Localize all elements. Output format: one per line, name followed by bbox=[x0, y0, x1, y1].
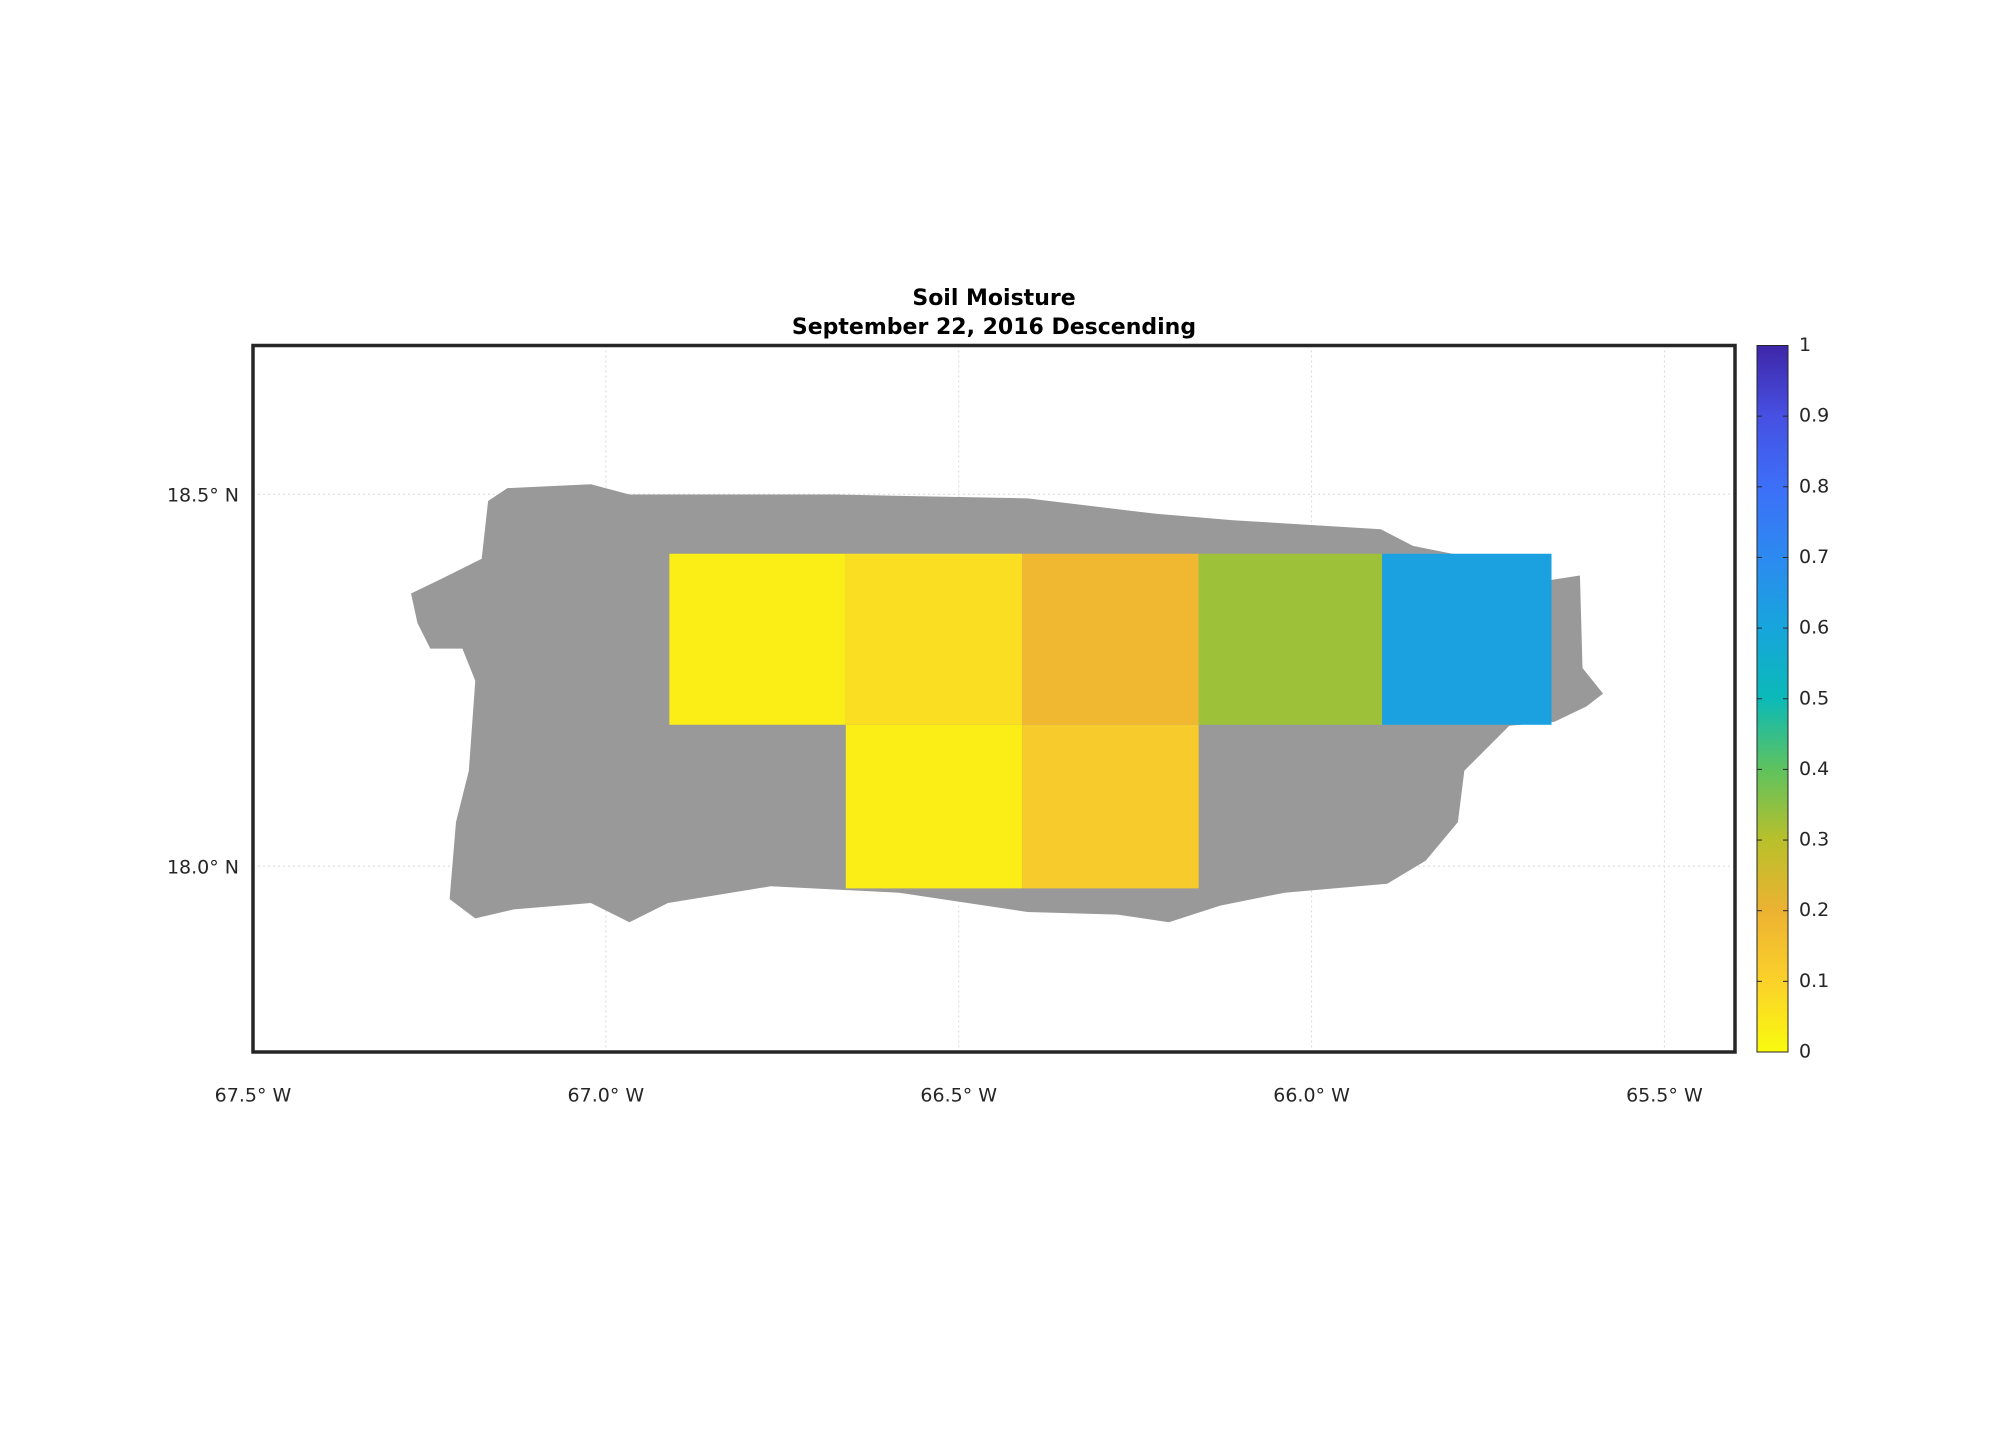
y-tick-label: 18.0° N bbox=[167, 857, 239, 879]
soil-moisture-cell bbox=[669, 553, 846, 725]
soil-moisture-cell bbox=[1198, 553, 1383, 725]
colorbar-tick-label: 0.9 bbox=[1799, 405, 1829, 427]
chart-subtitle: September 22, 2016 Descending bbox=[792, 315, 1196, 340]
x-tick-label: 65.5° W bbox=[1626, 1085, 1703, 1107]
colorbar-tick-label: 0.2 bbox=[1799, 899, 1829, 921]
soil-moisture-cell bbox=[1022, 553, 1199, 725]
colorbar bbox=[1756, 345, 1789, 1053]
soil-moisture-cell bbox=[1022, 724, 1199, 889]
y-tick-label: 18.5° N bbox=[167, 485, 239, 507]
soil-moisture-cell bbox=[845, 553, 1023, 725]
colorbar-tick-label: 0 bbox=[1799, 1041, 1811, 1063]
x-tick-label: 66.0° W bbox=[1273, 1085, 1350, 1107]
colorbar-tick-label: 0.3 bbox=[1799, 829, 1829, 851]
soil-moisture-cell bbox=[845, 724, 1023, 889]
x-tick-label: 66.5° W bbox=[920, 1085, 997, 1107]
plot-frame bbox=[251, 343, 1737, 1054]
colorbar-tick-label: 0.6 bbox=[1799, 617, 1829, 639]
chart-title: Soil Moisture bbox=[912, 286, 1075, 311]
colorbar-tick-label: 1 bbox=[1799, 334, 1811, 356]
colorbar-tick-label: 0.4 bbox=[1799, 758, 1829, 780]
colorbar-tick-label: 0.1 bbox=[1799, 970, 1829, 992]
x-tick-label: 67.5° W bbox=[215, 1085, 292, 1107]
soil-moisture-cell bbox=[1382, 553, 1552, 725]
x-tick-label: 67.0° W bbox=[568, 1085, 645, 1107]
colorbar-tick-label: 0.5 bbox=[1799, 687, 1829, 709]
colorbar-tick-label: 0.7 bbox=[1799, 546, 1829, 568]
colorbar-tick-label: 0.8 bbox=[1799, 475, 1829, 497]
